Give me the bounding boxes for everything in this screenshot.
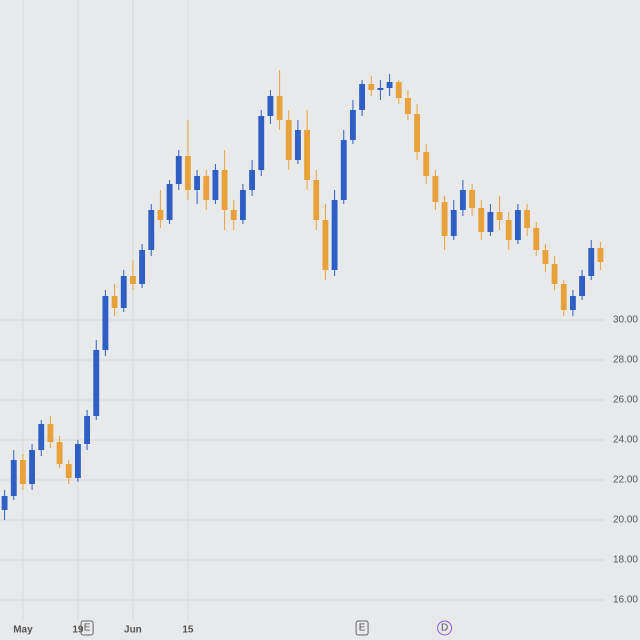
candle-body	[194, 176, 201, 190]
candle-body	[505, 220, 512, 240]
candle-body	[276, 96, 283, 120]
candle-body	[469, 190, 476, 208]
candle-body	[111, 296, 118, 308]
candle-body	[588, 248, 595, 276]
candle-body	[377, 88, 384, 90]
candle-body	[139, 250, 146, 284]
candle-body	[175, 156, 182, 184]
candle-body	[47, 424, 54, 442]
candle-body	[230, 210, 237, 220]
candle-body	[579, 276, 586, 296]
candle-body	[322, 220, 329, 270]
candle-body	[496, 212, 503, 220]
candle-body	[120, 276, 127, 308]
candle-body	[249, 170, 256, 190]
candle-body	[212, 170, 219, 200]
y-tick-label: 18.00	[613, 555, 638, 566]
candle-body	[331, 200, 338, 270]
candle-body	[569, 296, 576, 310]
candle-body	[368, 84, 375, 90]
candle-body	[93, 350, 100, 416]
x-tick-label: Jun	[124, 625, 142, 636]
candle-body	[239, 190, 246, 220]
candle-body	[386, 82, 393, 88]
y-tick-label: 28.00	[613, 355, 638, 366]
candle-body	[478, 208, 485, 232]
candle-body	[414, 114, 421, 152]
x-tick-label: May	[13, 625, 33, 636]
candle-body	[304, 130, 311, 180]
y-tick-label: 30.00	[613, 315, 638, 326]
candle-body	[487, 212, 494, 232]
candle-body	[65, 464, 72, 478]
candle-body	[597, 248, 604, 262]
candle-body	[29, 450, 36, 484]
candle-body	[441, 202, 448, 236]
event-marker	[437, 620, 453, 636]
candle-body	[404, 98, 411, 114]
candle-body	[258, 116, 265, 170]
candle-body	[102, 296, 109, 350]
candle-body	[450, 210, 457, 236]
candle-body	[423, 152, 430, 176]
candle-body	[129, 276, 136, 284]
y-tick-label: 24.00	[613, 435, 638, 446]
candle-body	[459, 190, 466, 210]
candle-body	[533, 228, 540, 250]
candle-body	[340, 140, 347, 200]
candle-body	[514, 210, 521, 240]
candle-body	[551, 264, 558, 284]
candle-body	[285, 120, 292, 160]
x-tick-label: 15	[182, 625, 194, 636]
candle-body	[432, 176, 439, 202]
candle-body	[349, 110, 356, 140]
event-label: E	[84, 623, 91, 634]
candle-body	[359, 84, 366, 110]
event-label: E	[359, 623, 366, 634]
candle-body	[203, 176, 210, 200]
y-tick-label: 22.00	[613, 475, 638, 486]
candle-body	[560, 284, 567, 310]
candle-body	[313, 180, 320, 220]
candle-body	[148, 210, 155, 250]
candle-body	[542, 250, 549, 264]
candle-body	[19, 460, 26, 484]
candle-body	[56, 442, 63, 464]
candle-body	[267, 96, 274, 116]
candle-body	[524, 210, 531, 228]
candle-body	[166, 184, 173, 220]
y-tick-label: 26.00	[613, 395, 638, 406]
y-tick-label: 16.00	[613, 595, 638, 606]
candle-body	[157, 210, 164, 220]
y-tick-label: 20.00	[613, 515, 638, 526]
candle-body	[184, 156, 191, 190]
candle-body	[84, 416, 91, 444]
candle-body	[74, 444, 81, 478]
event-marker	[80, 620, 94, 636]
candle-body	[221, 170, 228, 210]
event-marker	[355, 620, 369, 636]
candle-body	[38, 424, 45, 450]
candle-body	[10, 460, 17, 496]
candle-body	[294, 130, 301, 160]
candle-body	[395, 82, 402, 98]
event-label: D	[441, 623, 448, 634]
x-tick-label: 19	[72, 625, 84, 636]
candle-body	[1, 496, 8, 510]
